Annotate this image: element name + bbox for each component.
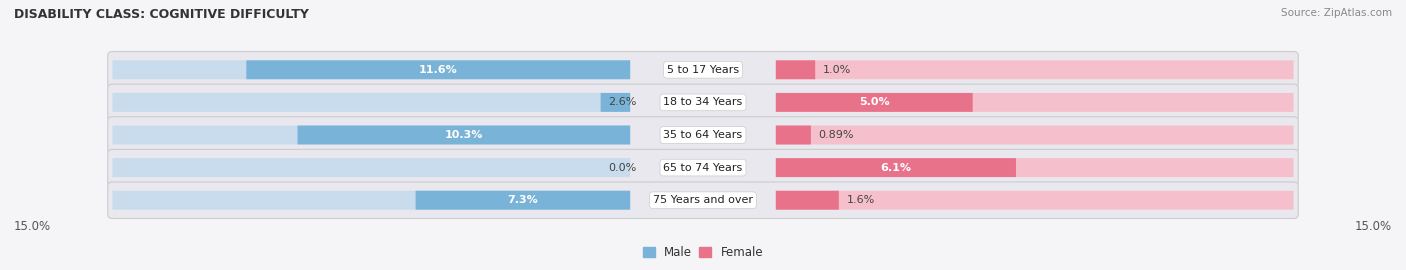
Text: 0.89%: 0.89% — [818, 130, 855, 140]
FancyBboxPatch shape — [776, 93, 1294, 112]
FancyBboxPatch shape — [416, 191, 630, 210]
Text: 10.3%: 10.3% — [444, 130, 484, 140]
FancyBboxPatch shape — [776, 191, 839, 210]
Text: 35 to 64 Years: 35 to 64 Years — [664, 130, 742, 140]
FancyBboxPatch shape — [112, 191, 630, 210]
FancyBboxPatch shape — [298, 126, 630, 144]
FancyBboxPatch shape — [246, 60, 630, 79]
FancyBboxPatch shape — [108, 182, 1298, 218]
Text: 15.0%: 15.0% — [1355, 220, 1392, 233]
Text: 5 to 17 Years: 5 to 17 Years — [666, 65, 740, 75]
Text: 0.0%: 0.0% — [607, 163, 636, 173]
Text: 15.0%: 15.0% — [14, 220, 51, 233]
FancyBboxPatch shape — [600, 93, 630, 112]
FancyBboxPatch shape — [112, 126, 630, 144]
Text: 5.0%: 5.0% — [859, 97, 890, 107]
FancyBboxPatch shape — [108, 52, 1298, 88]
Text: 2.6%: 2.6% — [607, 97, 636, 107]
Text: 18 to 34 Years: 18 to 34 Years — [664, 97, 742, 107]
Text: 7.3%: 7.3% — [508, 195, 538, 205]
FancyBboxPatch shape — [776, 93, 973, 112]
FancyBboxPatch shape — [112, 93, 630, 112]
Text: DISABILITY CLASS: COGNITIVE DIFFICULTY: DISABILITY CLASS: COGNITIVE DIFFICULTY — [14, 8, 309, 21]
Text: 6.1%: 6.1% — [880, 163, 911, 173]
FancyBboxPatch shape — [112, 60, 630, 79]
FancyBboxPatch shape — [776, 191, 1294, 210]
FancyBboxPatch shape — [108, 84, 1298, 121]
Text: 1.0%: 1.0% — [823, 65, 851, 75]
FancyBboxPatch shape — [776, 158, 1294, 177]
FancyBboxPatch shape — [112, 158, 630, 177]
FancyBboxPatch shape — [776, 60, 815, 79]
FancyBboxPatch shape — [776, 60, 1294, 79]
FancyBboxPatch shape — [776, 126, 1294, 144]
Text: Source: ZipAtlas.com: Source: ZipAtlas.com — [1281, 8, 1392, 18]
FancyBboxPatch shape — [108, 149, 1298, 186]
Text: 75 Years and over: 75 Years and over — [652, 195, 754, 205]
Legend: Male, Female: Male, Female — [638, 241, 768, 264]
FancyBboxPatch shape — [776, 158, 1017, 177]
Text: 65 to 74 Years: 65 to 74 Years — [664, 163, 742, 173]
Text: 11.6%: 11.6% — [419, 65, 457, 75]
FancyBboxPatch shape — [108, 117, 1298, 153]
Text: 1.6%: 1.6% — [846, 195, 875, 205]
FancyBboxPatch shape — [776, 126, 811, 144]
